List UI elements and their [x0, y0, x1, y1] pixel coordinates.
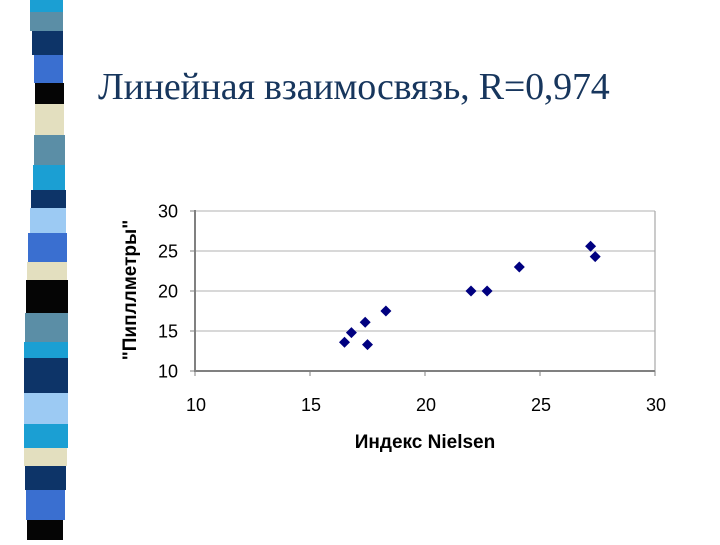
stripe-segment — [32, 31, 63, 55]
stripe-segment — [30, 12, 63, 31]
x-tick-label: 15 — [301, 395, 321, 415]
stripe-segment — [25, 313, 68, 342]
stripe-segment — [30, 208, 66, 233]
stripe-segment — [33, 165, 65, 190]
stripe-segment — [26, 280, 68, 313]
x-tick-label: 30 — [646, 395, 666, 415]
data-point-diamond — [339, 336, 350, 348]
data-point-diamond — [345, 327, 357, 339]
x-tick-label: 25 — [531, 395, 551, 415]
stripe-segment — [25, 466, 66, 490]
slide-title: Линейная взаимосвязь, R=0,974 — [98, 66, 610, 108]
stripe-segment — [27, 520, 63, 540]
stripe-segment — [31, 190, 66, 208]
stripe-segment — [35, 83, 64, 104]
y-tick-label: 25 — [158, 242, 178, 262]
data-point-diamond — [585, 240, 597, 252]
y-tick-label: 15 — [158, 322, 178, 342]
x-tick-label: 10 — [186, 395, 206, 415]
data-point-diamond — [589, 251, 601, 263]
x-axis-label: Индекс Nielsen — [354, 432, 496, 453]
stripe-segment — [24, 448, 67, 466]
stripe-segment — [34, 55, 63, 83]
y-axis-label: "Пипллметры" — [120, 219, 141, 361]
stripe-segment — [30, 0, 63, 12]
data-point-diamond — [380, 305, 392, 317]
stripe-segment — [35, 104, 64, 135]
stripe-segment — [26, 490, 65, 520]
data-point-diamond — [362, 339, 373, 351]
stripe-segment — [24, 358, 68, 393]
x-tick-label: 20 — [416, 395, 436, 415]
stripe-segment — [28, 233, 67, 262]
stripe-segment — [24, 393, 68, 424]
stripe-segment — [24, 424, 68, 448]
y-tick-label: 20 — [158, 282, 178, 302]
data-point-diamond — [481, 285, 493, 297]
decorative-stripe-bar — [0, 0, 80, 540]
y-tick-label: 10 — [158, 362, 178, 382]
data-point-diamond — [465, 285, 477, 297]
stripe-segment — [27, 262, 67, 280]
y-tick-label: 30 — [158, 202, 178, 222]
stripe-segment — [34, 135, 65, 165]
data-point-diamond — [513, 261, 525, 273]
stripe-segment — [24, 342, 68, 358]
data-point-diamond — [359, 316, 371, 328]
